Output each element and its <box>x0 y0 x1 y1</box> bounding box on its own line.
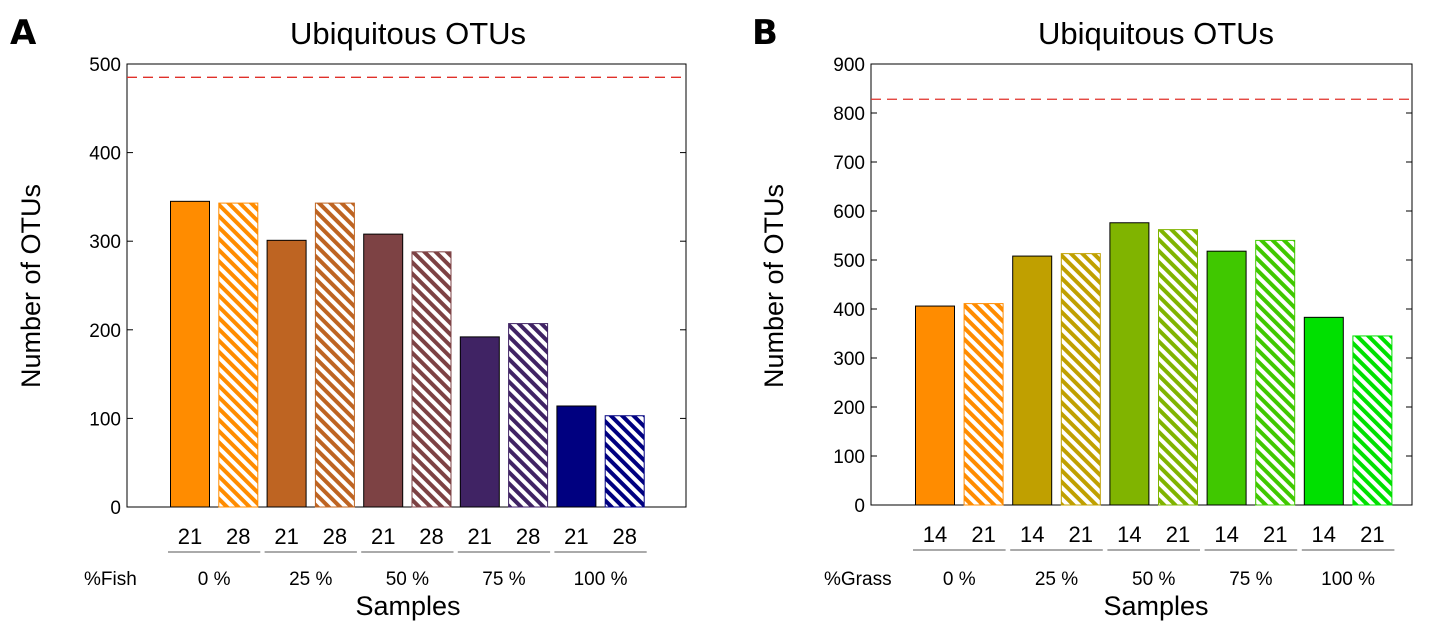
chart-title-a: Ubiquitous OTUs <box>290 16 526 51</box>
bar-a-4-1 <box>604 415 645 508</box>
bar-a-1-1 <box>314 202 355 508</box>
bar-b-1-0 <box>1012 255 1053 506</box>
category-label: 28 <box>612 524 636 549</box>
category-label: 14 <box>1312 522 1336 547</box>
y-tick-label: 0 <box>854 496 865 517</box>
group-prefix-b: %Grass <box>824 569 892 590</box>
bar-a-2-1 <box>411 251 452 508</box>
axes-frame-a <box>126 63 687 508</box>
y-tick-label: 0 <box>110 498 121 519</box>
group-label: 25 % <box>289 569 332 590</box>
category-label: 14 <box>1020 522 1044 547</box>
y-tick-label: 200 <box>89 321 121 342</box>
category-label: 21 <box>274 524 298 549</box>
group-label: 75 % <box>482 569 525 590</box>
y-tick-label: 100 <box>833 447 865 468</box>
category-label: 21 <box>1166 522 1190 547</box>
chart-title-b: Ubiquitous OTUs <box>1038 16 1274 51</box>
bar-b-0-0 <box>915 305 955 506</box>
category-label: 21 <box>178 524 202 549</box>
bar-a-0-1 <box>218 202 259 508</box>
category-label: 21 <box>1263 522 1287 547</box>
y-tick-label: 500 <box>833 251 865 272</box>
category-label: 21 <box>1069 522 1093 547</box>
group-label: 0 % <box>943 569 976 590</box>
plot-area-b: 0 100 200 300 400 500 600 700 800 900 14 21 0 % 14 21 2… <box>833 55 1413 590</box>
bar-a-2-0 <box>363 233 404 508</box>
y-tick-label: 400 <box>89 144 121 165</box>
y-tick-label: 500 <box>89 55 121 76</box>
bar-a-3-0 <box>459 336 500 508</box>
group-label: 100 % <box>574 569 628 590</box>
group-label: 75 % <box>1229 569 1272 590</box>
group-label: 0 % <box>198 569 231 590</box>
y-tick-label: 800 <box>833 104 865 125</box>
category-label: 28 <box>323 524 347 549</box>
bar-a-0-0 <box>170 200 210 508</box>
panel-letter-b: B <box>752 13 778 53</box>
y-tick-label: 100 <box>89 409 121 430</box>
y-tick-label: 200 <box>833 398 865 419</box>
bar-a-1-0 <box>266 239 307 508</box>
panel-letter-a: A <box>10 13 37 53</box>
y-tick-label: 400 <box>833 300 865 321</box>
x-axis-label-a: Samples <box>355 591 460 621</box>
group-label: 100 % <box>1321 569 1375 590</box>
y-tick-label: 900 <box>833 55 865 76</box>
bar-b-1-1 <box>1060 253 1101 506</box>
group-label: 50 % <box>386 569 429 590</box>
bar-b-4-0 <box>1303 316 1344 506</box>
bar-a-4-0 <box>556 405 597 508</box>
bar-b-2-1 <box>1158 229 1198 506</box>
category-label: 28 <box>516 524 540 549</box>
group-label: 25 % <box>1035 569 1078 590</box>
bar-b-4-1 <box>1352 335 1393 506</box>
bar-b-3-0 <box>1206 250 1247 506</box>
bar-a-3-1 <box>508 323 549 508</box>
bar-b-0-1 <box>963 303 1004 506</box>
panel-b: B Ubiquitous OTUs Number of OTUs Samples… <box>752 13 1413 621</box>
bar-b-2-0 <box>1109 222 1150 506</box>
category-label: 14 <box>1117 522 1141 547</box>
category-label: 14 <box>1214 522 1238 547</box>
category-label: 21 <box>371 524 395 549</box>
category-label: 14 <box>923 522 947 547</box>
group-label: 50 % <box>1132 569 1175 590</box>
plot-area-a: 0 100 200 300 400 500 21 28 0 % 21 28 25 % 21 28 50 % 2… <box>89 55 687 590</box>
category-label: 28 <box>419 524 443 549</box>
y-tick-label: 300 <box>89 232 121 253</box>
bar-b-3-1 <box>1255 239 1296 506</box>
category-label: 28 <box>226 524 250 549</box>
category-label: 21 <box>564 524 588 549</box>
y-tick-label: 700 <box>833 153 865 174</box>
category-label: 21 <box>971 522 995 547</box>
y-axis-label-a: Number of OTUs <box>16 184 46 388</box>
category-label: 21 <box>1360 522 1384 547</box>
y-tick-label: 300 <box>833 349 865 370</box>
y-axis-label-b: Number of OTUs <box>759 184 789 388</box>
panel-a: A Ubiquitous OTUs Number of OTUs Samples… <box>10 13 687 621</box>
group-prefix-a: %Fish <box>84 569 137 590</box>
y-tick-label: 600 <box>833 202 865 223</box>
category-label: 21 <box>468 524 492 549</box>
x-axis-label-b: Samples <box>1103 591 1208 621</box>
